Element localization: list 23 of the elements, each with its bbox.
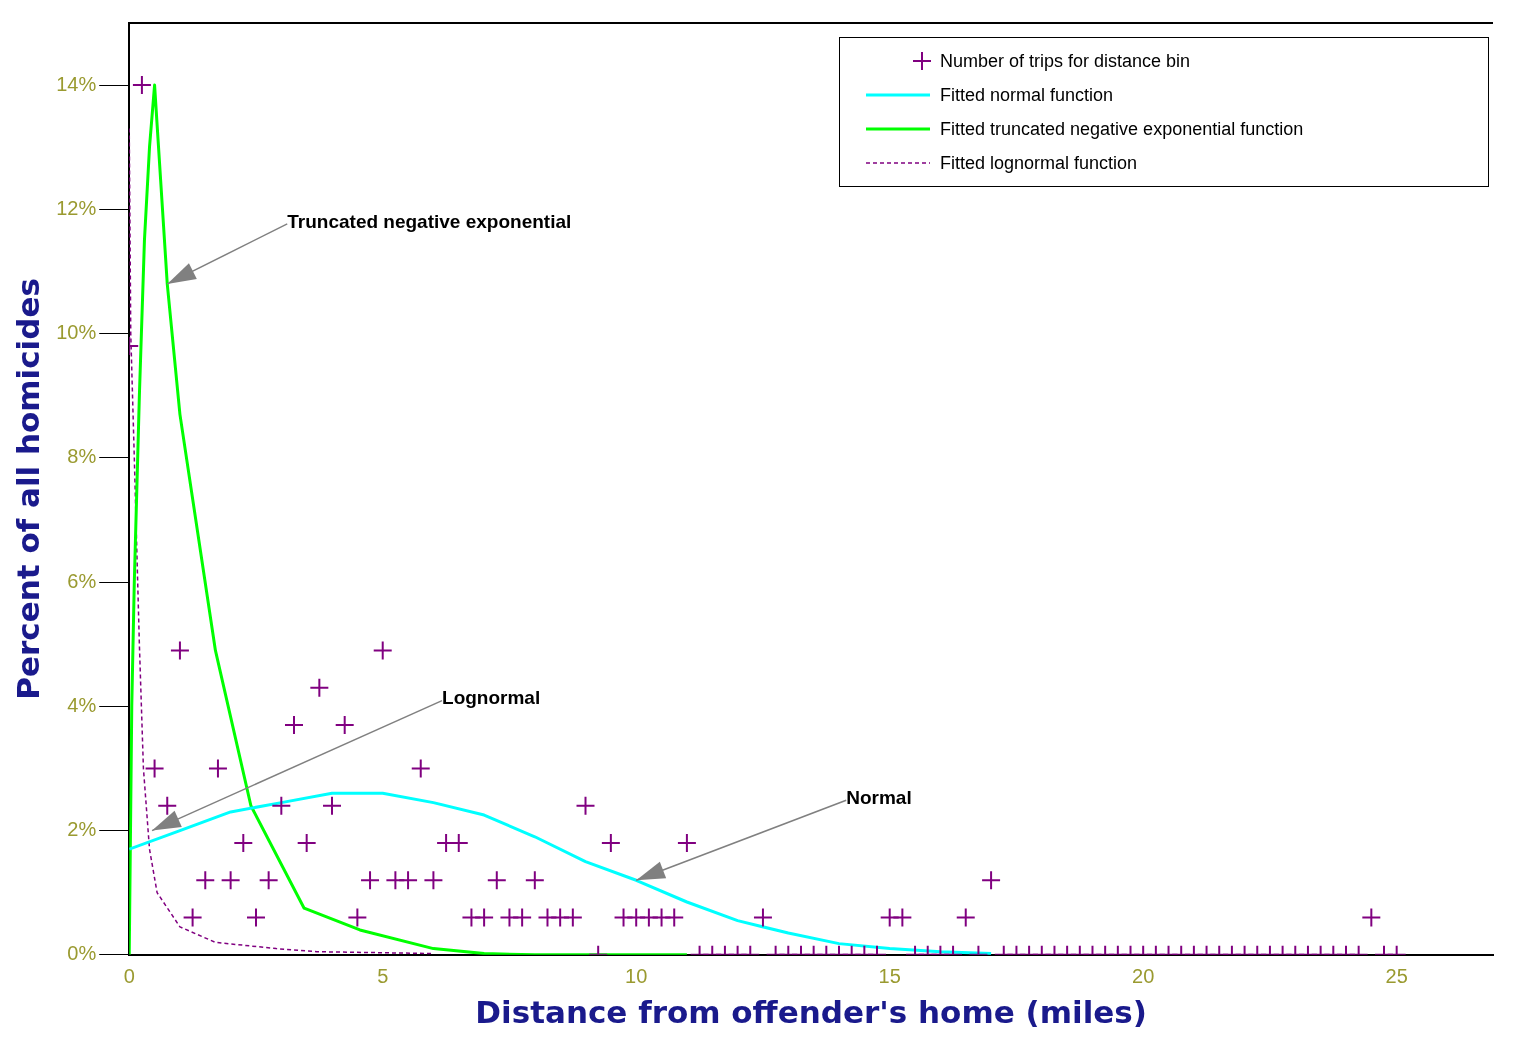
legend-label: Fitted truncated negative exponential function	[940, 118, 1304, 140]
y-tick-label: 0%	[67, 942, 97, 965]
legend-label: Fitted normal function	[940, 84, 1114, 106]
legend-label: Fitted lognormal function	[940, 152, 1138, 174]
x-tick-label: 5	[377, 965, 389, 988]
annotation: Lognormal	[442, 687, 541, 709]
x-tick-label: 25	[1385, 965, 1408, 988]
y-tick-label: 4%	[67, 693, 97, 716]
x-tick-label: 20	[1132, 965, 1155, 988]
y-axis-title: Percent of all homicides	[9, 278, 46, 700]
y-tick-label: 14%	[56, 72, 97, 95]
x-tick-label: 10	[625, 965, 648, 988]
y-tick-label: 6%	[67, 569, 97, 592]
x-tick-label: 0	[123, 965, 135, 988]
x-tick-label: 15	[878, 965, 901, 988]
y-tick-label: 10%	[56, 321, 97, 344]
y-tick-label: 2%	[67, 818, 97, 841]
legend-label: Number of trips for distance bin	[940, 50, 1191, 72]
y-tick-label: 8%	[67, 445, 97, 468]
x-axis-title: Distance from offender's home (miles)	[475, 994, 1147, 1031]
annotation: Truncated negative exponential	[287, 210, 572, 232]
annotation: Normal	[846, 786, 912, 808]
y-tick-label: 12%	[56, 196, 97, 219]
